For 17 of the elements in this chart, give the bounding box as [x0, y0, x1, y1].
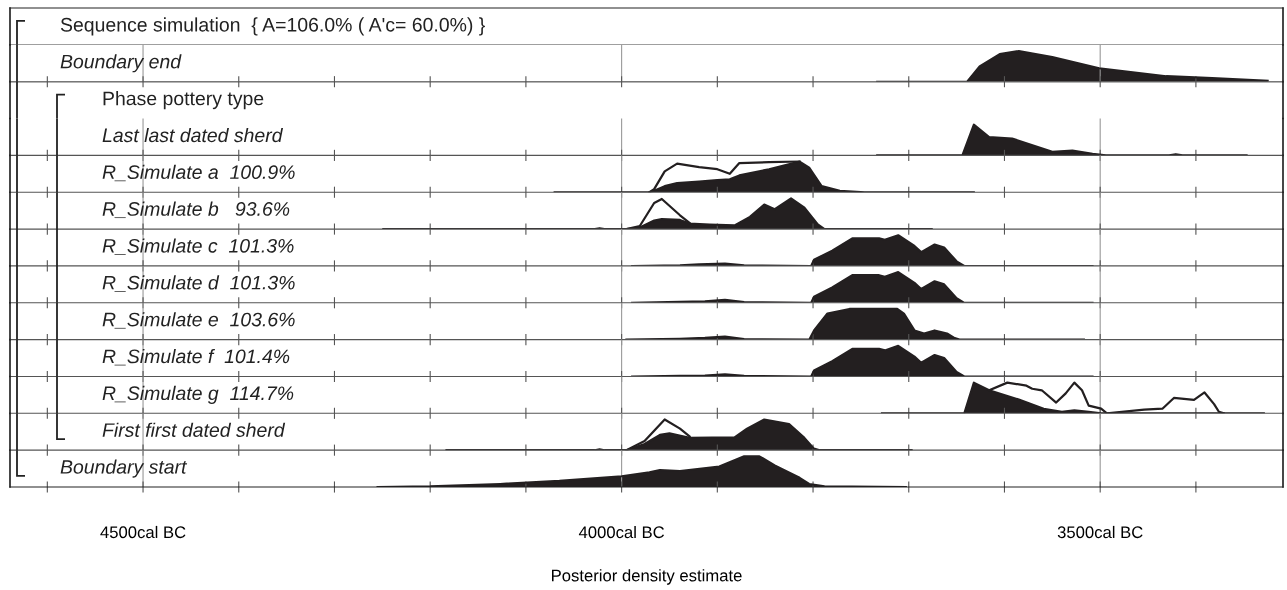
- chart-title: R_Simulate g 114.7%: [102, 385, 294, 404]
- chart-title: R_Simulate d 101.3%: [102, 275, 295, 292]
- text: Phase pottery type: [103, 91, 264, 110]
- chart-title: R_Simulate b 93.6%: [102, 201, 290, 219]
- text: Sequence simulation { A=106.0% ( A'c= 60.0%) }: [60, 17, 485, 36]
- chart-title: R_Simulate c 101.3%: [102, 238, 294, 255]
- chart-title: R_Simulate e 103.6%: [102, 312, 295, 329]
- chart-title: First first dated sherd: [102, 422, 286, 437]
- x-tick-label: 3500cal BC: [1057, 525, 1143, 539]
- x-tick-label: 4500cal BC: [100, 525, 186, 539]
- x-tick-label: 4000cal BC: [578, 525, 665, 539]
- chart-title: Boundary start: [60, 459, 188, 478]
- chart-title: R_Simulate f 101.4%: [102, 348, 290, 366]
- chart-title: R_Simulate a 100.9%: [102, 164, 295, 182]
- chart-title: Boundary end: [60, 54, 182, 73]
- x-axis-title: Posterior density estimate: [552, 569, 742, 585]
- chart-title: Last last dated sherd: [102, 127, 284, 143]
